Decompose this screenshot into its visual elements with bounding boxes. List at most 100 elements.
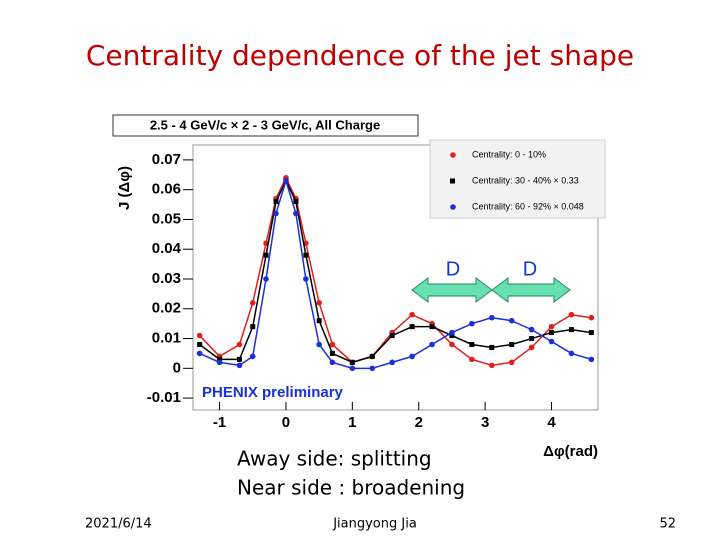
data-point — [509, 341, 515, 347]
data-point — [283, 177, 289, 184]
x-tick-label: 2 — [415, 414, 423, 431]
data-point — [217, 356, 223, 362]
x-tick-label: 0 — [282, 414, 290, 431]
legend-marker — [450, 152, 456, 158]
chart-title-box — [112, 114, 419, 137]
data-point — [469, 356, 475, 363]
data-point — [329, 350, 335, 356]
data-point — [303, 276, 309, 282]
annotation: D — [523, 258, 537, 280]
data-point — [469, 341, 475, 347]
series-line — [199, 178, 592, 364]
data-point — [469, 320, 475, 327]
x-tick-label: 3 — [481, 414, 489, 431]
data-point — [273, 210, 279, 217]
data-point — [349, 359, 355, 365]
footer-page: 52 — [659, 517, 676, 532]
data-point — [489, 344, 495, 350]
data-point — [249, 353, 256, 360]
x-tick-label: -1 — [213, 414, 226, 431]
data-point — [389, 359, 395, 366]
series-line — [199, 178, 592, 370]
data-point — [329, 341, 336, 348]
data-point — [369, 365, 376, 372]
data-point — [369, 353, 375, 359]
data-point — [528, 344, 535, 351]
data-point — [263, 252, 269, 258]
data-point — [273, 199, 279, 205]
data-point — [249, 300, 256, 306]
data-point — [236, 341, 243, 348]
y-tick-label: 0.03 — [152, 270, 181, 287]
annotation: PHENIX preliminary — [202, 384, 344, 401]
data-point — [588, 356, 595, 363]
legend-label: Centrality: 0 - 10% — [472, 149, 546, 159]
data-point — [236, 356, 242, 362]
x-tick-label: 1 — [348, 414, 356, 431]
footer-date: 2021/6/14 — [85, 517, 152, 532]
data-point — [568, 327, 574, 333]
legend-label: Centrality: 60 - 92% × 0.048 — [472, 201, 584, 211]
data-point — [548, 338, 555, 345]
y-tick-label: 0.06 — [152, 181, 181, 198]
legend-box — [429, 139, 606, 219]
data-point — [197, 341, 203, 347]
data-point — [293, 210, 299, 217]
data-point — [216, 359, 223, 366]
y-tick-label: 0 — [173, 359, 181, 376]
y-tick-label: 0.07 — [152, 151, 181, 168]
data-point — [263, 276, 269, 282]
data-point — [250, 324, 256, 330]
data-point — [409, 324, 415, 330]
footer-author: Jiangyong Jia — [332, 517, 417, 532]
y-axis-label: J (Δφ) — [116, 166, 133, 210]
x-tick-label: 4 — [547, 414, 556, 431]
arrows — [411, 277, 571, 303]
data-point — [429, 341, 435, 348]
y-tick-label: 0.04 — [152, 240, 182, 257]
y-tick-label: 0.01 — [152, 330, 181, 347]
y-tick-label: 0.05 — [152, 210, 181, 227]
note: Near side : broadening — [237, 476, 465, 500]
data-point — [528, 326, 535, 333]
data-point — [488, 314, 495, 321]
data-point — [196, 332, 203, 339]
data-point — [316, 341, 322, 348]
data-point — [329, 359, 336, 366]
data-point — [508, 317, 515, 324]
annotation: D — [446, 258, 460, 280]
legend-marker — [450, 178, 455, 184]
data-point — [429, 324, 435, 330]
data-point — [568, 350, 575, 357]
data-point — [316, 318, 322, 324]
arrow — [491, 277, 571, 303]
y-tick-label: -0.01 — [147, 389, 181, 406]
data-point — [316, 300, 322, 306]
data-point — [549, 330, 555, 336]
data-point — [529, 336, 535, 342]
data-point — [449, 329, 455, 336]
data-point — [588, 314, 595, 321]
note: Away side: splitting — [237, 447, 432, 471]
data-point — [409, 311, 415, 318]
chart-title: 2.5 - 4 GeV/c × 2 - 3 GeV/c, All Charge — [150, 117, 380, 132]
data-point — [389, 333, 395, 339]
slide-title: Centrality dependence of the jet shape — [86, 39, 634, 72]
data-point — [409, 353, 415, 360]
data-point — [196, 350, 203, 357]
data-point — [588, 330, 594, 336]
data-point — [236, 362, 243, 369]
data-point — [449, 341, 455, 348]
data-point — [303, 252, 309, 258]
legend-marker — [450, 204, 456, 210]
data-point — [508, 359, 515, 366]
x-axis-label: Δφ(rad) — [543, 443, 598, 460]
data-point — [449, 333, 455, 339]
data-point — [349, 365, 356, 372]
y-tick-label: 0.02 — [152, 300, 181, 317]
legend-label: Centrality: 30 - 40% × 0.33 — [472, 175, 579, 185]
data-point — [568, 311, 575, 318]
data-point — [548, 323, 555, 330]
data-point — [488, 362, 495, 369]
